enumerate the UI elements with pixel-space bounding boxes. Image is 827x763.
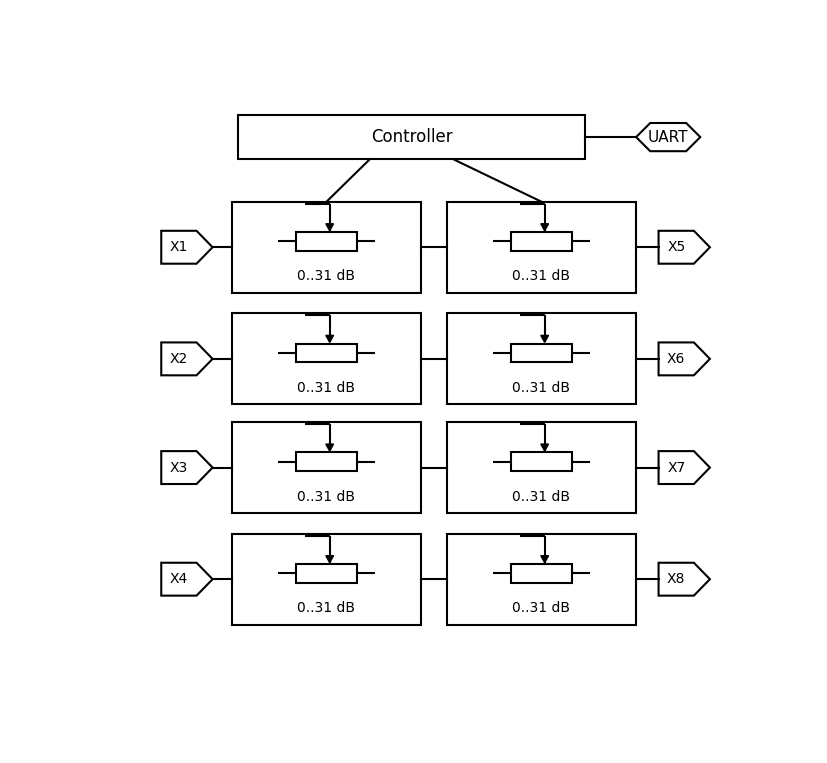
Polygon shape [326, 336, 333, 343]
Text: X3: X3 [170, 461, 188, 475]
Bar [447, 201, 635, 293]
Bar [296, 343, 356, 362]
Text: Controller: Controller [370, 128, 452, 146]
Bar [510, 564, 571, 583]
Bar [296, 232, 356, 251]
Text: 0..31 dB: 0..31 dB [512, 490, 570, 504]
Text: X4: X4 [170, 572, 188, 586]
Polygon shape [326, 444, 333, 451]
Bar [232, 201, 421, 293]
Polygon shape [657, 563, 709, 596]
Text: 0..31 dB: 0..31 dB [297, 381, 355, 395]
Text: 0..31 dB: 0..31 dB [512, 269, 570, 283]
Polygon shape [161, 451, 213, 484]
Bar [510, 452, 571, 471]
Text: X7: X7 [667, 461, 685, 475]
Polygon shape [635, 123, 700, 151]
Text: X5: X5 [667, 240, 685, 254]
Text: 0..31 dB: 0..31 dB [512, 601, 570, 615]
Bar [447, 533, 635, 625]
Text: X1: X1 [170, 240, 188, 254]
Text: X6: X6 [667, 352, 685, 366]
Polygon shape [161, 343, 213, 375]
Text: 0..31 dB: 0..31 dB [297, 269, 355, 283]
Polygon shape [161, 230, 213, 264]
Bar [510, 343, 571, 362]
Text: X8: X8 [667, 572, 685, 586]
Polygon shape [540, 336, 547, 343]
Polygon shape [657, 451, 709, 484]
Polygon shape [540, 555, 547, 563]
Polygon shape [657, 343, 709, 375]
Bar [447, 422, 635, 513]
Polygon shape [540, 224, 547, 230]
Bar [232, 314, 421, 404]
Polygon shape [326, 224, 333, 230]
Bar [510, 232, 571, 251]
Text: UART: UART [648, 130, 687, 145]
Bar [232, 422, 421, 513]
Bar [447, 314, 635, 404]
Text: X2: X2 [170, 352, 188, 366]
Polygon shape [540, 444, 547, 451]
Bar [296, 564, 356, 583]
Text: 0..31 dB: 0..31 dB [297, 601, 355, 615]
Bar [296, 452, 356, 471]
Polygon shape [657, 230, 709, 264]
Bar [238, 115, 584, 159]
Bar [232, 533, 421, 625]
Polygon shape [161, 563, 213, 596]
Text: 0..31 dB: 0..31 dB [297, 490, 355, 504]
Polygon shape [326, 555, 333, 563]
Text: 0..31 dB: 0..31 dB [512, 381, 570, 395]
